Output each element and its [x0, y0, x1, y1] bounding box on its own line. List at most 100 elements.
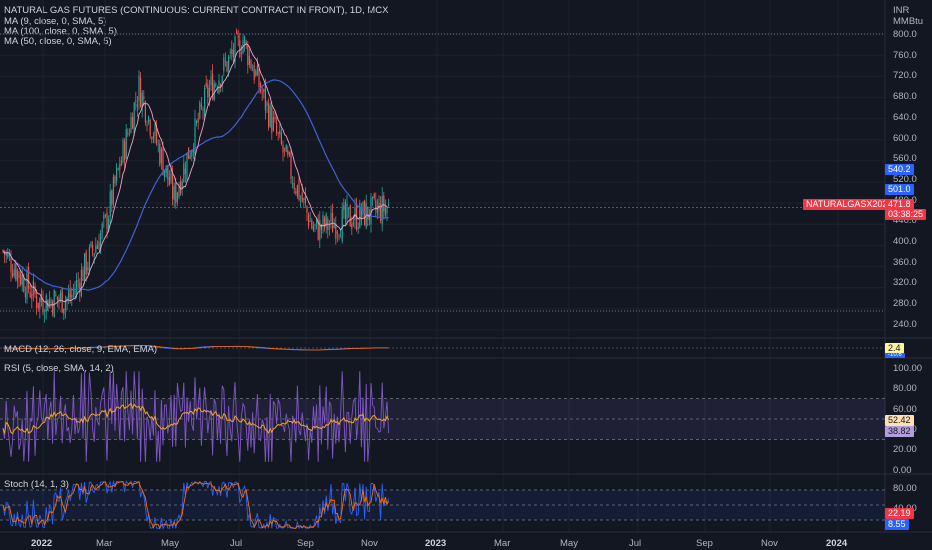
- candle-body: [167, 164, 169, 180]
- candle-body: [226, 61, 228, 72]
- candle-body: [136, 103, 138, 108]
- price-tick-label: 640.0: [893, 111, 917, 123]
- stoch-d-line: [2, 481, 389, 530]
- time-tick-label: Nov: [361, 538, 378, 549]
- candle-body: [364, 200, 366, 226]
- candle-body: [85, 251, 87, 275]
- candle-body: [148, 116, 150, 122]
- candle-body: [104, 214, 106, 217]
- price-tick-label: 600.0: [893, 132, 917, 144]
- ma100-legend[interactable]: MA (100, close, 0, SMA, 5): [4, 26, 117, 37]
- candle-body: [311, 220, 313, 229]
- candle-body: [162, 149, 164, 176]
- candle-body: [159, 143, 161, 165]
- time-tick-label: 2023: [425, 538, 447, 549]
- candle-body: [264, 84, 266, 111]
- candle-body: [234, 36, 236, 63]
- ma50-legend[interactable]: MA (50, close, 0, SMA, 5): [4, 36, 112, 47]
- candle-body: [240, 53, 242, 55]
- candle-body: [12, 272, 14, 277]
- candle-body: [149, 120, 151, 136]
- candle-body: [18, 271, 20, 279]
- candle-body: [383, 195, 385, 212]
- candle-body: [320, 224, 322, 230]
- candle-body: [151, 137, 153, 140]
- price-tick-label: 680.0: [893, 91, 917, 103]
- candle-body: [74, 290, 76, 295]
- macd-value-tag: 2.4: [885, 343, 904, 354]
- candle-body: [373, 193, 375, 199]
- candle-body: [28, 266, 30, 290]
- candle-body: [272, 117, 274, 131]
- stoch-legend[interactable]: Stoch (14, 1, 3): [4, 479, 69, 490]
- candle-body: [295, 191, 297, 194]
- stoch-band: [0, 490, 885, 520]
- candle-body: [80, 269, 82, 296]
- candle-body: [362, 201, 364, 215]
- candle-body: [16, 269, 18, 282]
- candle-body: [132, 116, 134, 129]
- candle-body: [215, 84, 217, 87]
- price-tick-label: 720.0: [893, 70, 917, 82]
- candle-body: [39, 298, 41, 309]
- time-tick-label: Jul: [629, 538, 642, 549]
- candle-body: [103, 215, 105, 219]
- candle-body: [231, 49, 233, 54]
- rsi-ma-line: [2, 403, 390, 435]
- macd-legend[interactable]: MACD (12, 26, close, 9, EMA, EMA): [4, 344, 158, 355]
- candle-body: [386, 208, 388, 214]
- symbol-title[interactable]: NATURAL GAS FUTURES (CONTINUOUS: CURRENT…: [4, 5, 389, 16]
- ma9-legend[interactable]: MA (9, close, 0, SMA, 5): [4, 16, 107, 27]
- candle-body: [63, 308, 65, 315]
- candle-body: [308, 214, 310, 227]
- candle-body: [255, 70, 257, 76]
- candle-body: [325, 213, 327, 227]
- candle-body: [130, 116, 132, 133]
- candle-body: [317, 220, 319, 240]
- candle-body: [48, 298, 50, 308]
- candle-body: [82, 269, 84, 281]
- stoch-d-tag: 22.19: [885, 508, 914, 519]
- candle-body: [279, 130, 281, 135]
- candle-body: [247, 45, 249, 66]
- macd-signal-line: [3, 345, 389, 351]
- time-tick-label: Mar: [96, 538, 113, 549]
- candle-body: [368, 216, 370, 220]
- candle-body: [29, 291, 31, 297]
- candle-body: [24, 292, 26, 298]
- candle-body: [360, 208, 362, 218]
- currency-label: INR: [893, 5, 910, 16]
- candle-body: [34, 285, 36, 295]
- candle-body: [50, 300, 52, 304]
- candle-body: [298, 180, 300, 201]
- candle-body: [21, 274, 23, 286]
- ma-lower-tag: 501.0: [885, 184, 914, 195]
- candle-body: [87, 267, 89, 271]
- stoch-axis-80: 80.00: [893, 483, 917, 494]
- time-tick-label: Sep: [696, 538, 713, 549]
- candle-body: [31, 294, 33, 300]
- candle-body: [293, 183, 295, 189]
- candle-body: [125, 129, 127, 159]
- candle-body: [340, 236, 342, 238]
- candle-body: [119, 163, 121, 170]
- candle-body: [117, 168, 119, 170]
- time-tick-label: Jul: [230, 538, 243, 549]
- candle-body: [237, 36, 239, 38]
- candle-body: [200, 104, 202, 107]
- candle-body: [263, 89, 265, 92]
- candle-body: [303, 198, 305, 200]
- candle-body: [56, 296, 58, 301]
- candle-body: [250, 59, 252, 69]
- candle-body: [184, 168, 186, 175]
- rsi-tick-label: 80.00: [893, 383, 917, 395]
- candle-body: [236, 30, 238, 34]
- candle-body: [223, 57, 225, 72]
- candle-body: [336, 232, 338, 234]
- candle-body: [127, 132, 129, 134]
- candle-body: [210, 76, 212, 86]
- candle-body: [160, 148, 162, 163]
- rsi-legend[interactable]: RSI (5, close, SMA, 14, 2): [4, 363, 114, 374]
- candle-body: [58, 297, 60, 301]
